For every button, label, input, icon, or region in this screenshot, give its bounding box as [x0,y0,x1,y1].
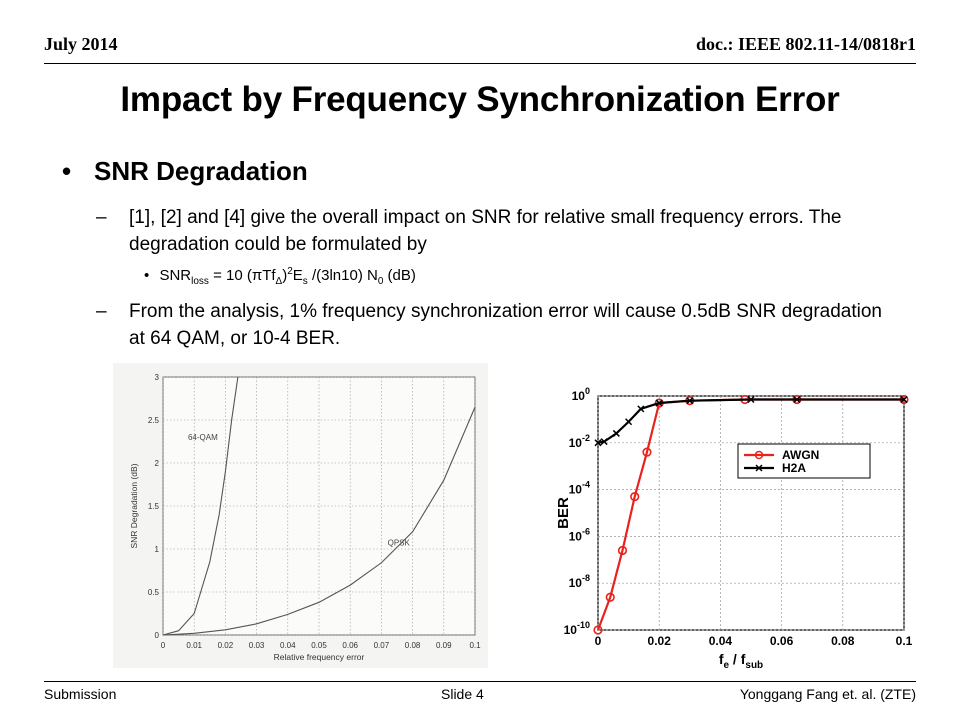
marker-awgn [642,447,652,457]
legend-label-h2a: H2A [782,461,806,475]
series-line-64-qam [162,376,239,636]
series-line-qpsk [162,406,476,636]
footer-slide-number: Slide 4 [441,686,484,702]
marker-h2a [637,405,645,413]
marker-awgn [605,592,615,602]
marker-h2a [900,395,908,404]
x-tick-label: 0.04 [280,641,296,650]
marker-h2a [655,399,663,407]
legend-label-awgn: AWGN [782,448,819,462]
bullet-dot: • [62,156,72,186]
bullet-snr-degradation: • SNR Degradation [62,156,308,187]
y-tick-label: 10-2 [569,433,590,450]
footer-submission: Submission [44,686,117,702]
y-tick-label: 10-8 [569,573,590,590]
marker-awgn [617,545,628,556]
snr-degradation-chart: 0 0.01 0.02 0.03 0.04 0.05 0.06 0.07 0.08 0.09 0.1… [113,363,488,668]
x-tick-label: 0.01 [186,641,202,650]
x-tick-label: 0.03 [249,641,265,650]
y-tick-label: 1.5 [148,502,160,511]
dash-marker: – [96,301,107,322]
dash-item-2: – From the analysis, 1% frequency synchr… [96,298,886,352]
formula-item: • SNRloss = 10 (πTfΔ)2Es /(3ln10) N0 (dB… [144,266,416,287]
x-tick-label: 0 [595,634,602,648]
series-label-qpsk: QPSK [388,539,411,548]
y-tick-label: 10-10 [564,620,590,637]
x-tick-label: 0.1 [896,634,913,648]
bullet-text: SNR Degradation [94,156,308,186]
dash-marker: – [96,207,107,228]
dash-item-text: From the analysis, 1% frequency synchron… [129,301,882,349]
y-axis-label: SNR Degradation (dB) [129,463,139,548]
formula: SNRloss = 10 (πTfΔ)2Es /(3ln10) N0 (dB) [159,266,416,287]
y-tick-label: 2 [155,459,160,468]
y-tick-label: 2.5 [148,416,160,425]
x-tick-label: 0.08 [831,634,855,648]
header-divider [44,63,916,64]
x-tick-label: 0 [161,641,166,650]
header-doc-id: doc.: IEEE 802.11-14/0818r1 [695,34,916,54]
x-tick-label: 0.05 [311,641,327,650]
footer-divider [44,681,916,682]
x-tick-label: 0.02 [648,634,672,648]
marker-h2a [600,438,608,446]
series-label-64qam: 64-QAM [188,433,218,442]
x-tick-label: 0.06 [770,634,794,648]
dash-item-text: [1], [2] and [4] give the overall impact… [129,207,842,255]
x-tick-label: 0.04 [709,634,733,648]
y-axis-label: BER [555,497,572,529]
formula-bullet: • [144,267,150,284]
marker-awgn [630,492,640,502]
y-tick-label: 3 [155,373,160,382]
marker-h2a [625,418,633,426]
legend-marker-h2a [755,464,763,472]
x-tick-label: 0.06 [342,641,358,650]
marker-h2a [747,395,755,404]
y-tick-label: 100 [572,386,590,403]
series-line-h2a [597,398,904,444]
marker-awgn [593,625,603,635]
footer-author: Yonggang Fang et. al. (ZTE) [739,686,916,702]
plot-area [597,395,905,631]
x-tick-label: 0.02 [218,641,234,650]
marker-h2a [793,395,801,404]
dash-item-1: – [1], [2] and [4] give the overall impa… [96,204,886,258]
y-tick-label: 10-6 [569,526,590,543]
x-tick-label: 0.09 [436,641,452,650]
x-axis-label: fe / fsub [719,651,763,670]
x-axis-label: Relative frequency error [274,652,365,662]
ber-chart: 0 0.02 0.04 0.06 0.08 0.1 100 10-2 10-4 10-6 10-8 1… [555,386,913,670]
marker-h2a [612,429,620,437]
y-tick-label: 1 [155,545,160,554]
marker-h2a [686,397,694,405]
x-tick-label: 0.07 [374,641,390,650]
marker-h2a [594,439,602,447]
legend-marker-awgn [754,450,764,460]
y-tick-label: 0 [155,631,160,640]
x-tick-label: 0.1 [469,641,481,650]
header-date: July 2014 [44,34,118,54]
x-tick-label: 0.08 [405,641,421,650]
y-tick-label: 10-4 [569,480,590,497]
y-tick-label: 0.5 [148,588,160,597]
legend-box [737,443,871,479]
slide-title: Impact by Frequency Synchronization Erro… [120,80,840,119]
